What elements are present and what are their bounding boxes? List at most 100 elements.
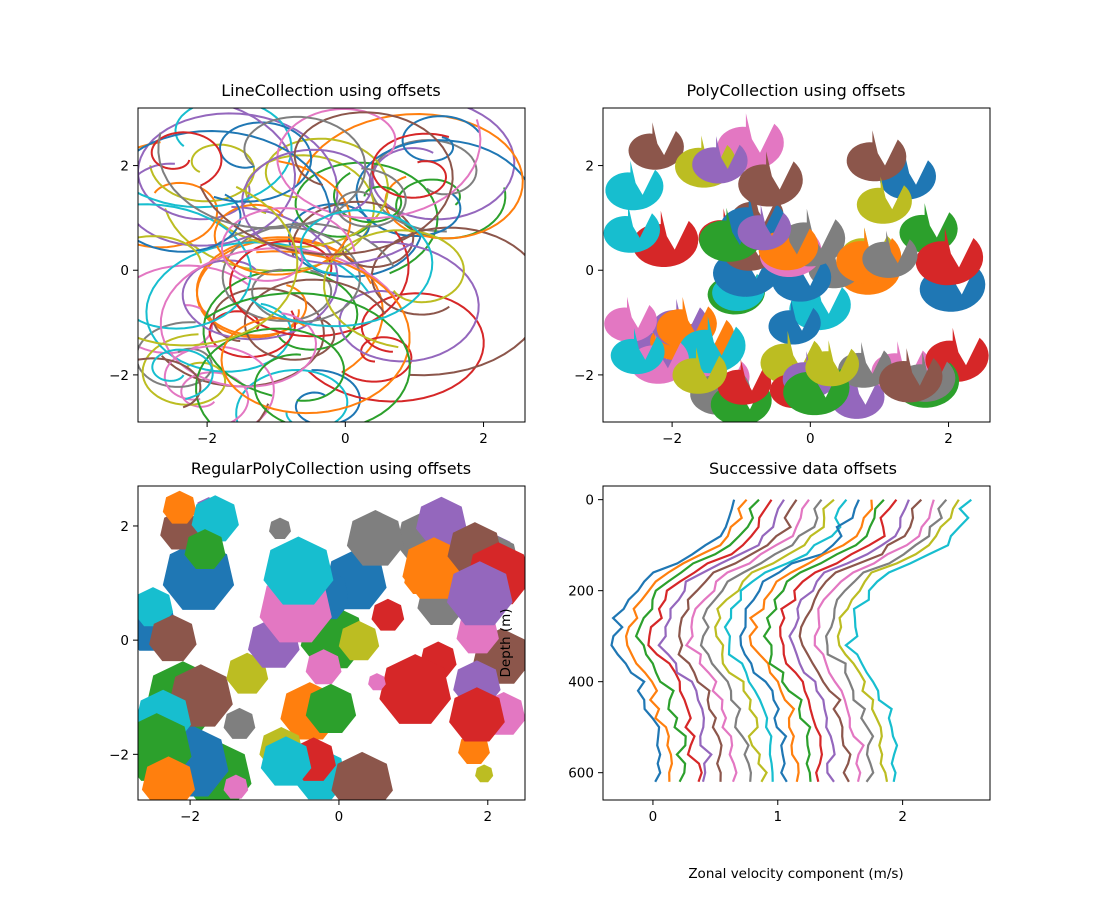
spiral-curve: [249, 209, 434, 328]
spiral-curve: [371, 132, 450, 199]
heptagon-shape: [447, 561, 513, 626]
heptagon-shape: [305, 649, 342, 685]
y-axis-label: Depth (m): [498, 608, 514, 677]
poly-shape: [862, 230, 918, 278]
poly-shape: [717, 358, 772, 405]
spiral-curve: [138, 357, 270, 422]
poly-shape: [831, 373, 885, 419]
velocity-profile-line: [788, 499, 910, 783]
poly-shape: [879, 348, 943, 403]
poly-shape: [880, 151, 936, 200]
poly-collection-shapes: [603, 113, 989, 422]
poly-shape: [789, 277, 851, 331]
spiral-curve: [151, 348, 214, 401]
heptagon-shape: [141, 756, 195, 800]
axes-frame: [602, 107, 991, 423]
poly-shape: [738, 151, 803, 207]
y-tick-label: 0: [585, 493, 594, 509]
y-tick-label: 2: [585, 159, 594, 175]
heptagon-shape: [379, 654, 451, 724]
poly-shape: [805, 340, 859, 387]
spiral-curve: [149, 143, 256, 203]
spiral-curve: [138, 141, 219, 249]
poly-shape: [783, 358, 850, 416]
heptagon-shape: [138, 587, 174, 627]
heptagon-shape: [184, 529, 226, 569]
velocity-profile-line: [739, 499, 860, 783]
axes-frame: [602, 485, 991, 801]
velocity-profile-line: [762, 498, 885, 782]
x-tick-label: 0: [341, 431, 350, 447]
x-tick-label: −2: [662, 431, 682, 447]
spiral-curve: [181, 205, 339, 341]
axes-ticks: 0 1 2 0 200 400 600: [568, 493, 907, 825]
spiral-curve: [294, 369, 362, 422]
line-collection-curves: [138, 108, 525, 422]
velocity-profile-line: [634, 498, 760, 783]
axes-frame: [137, 485, 526, 801]
x-axis-label: Zonal velocity component (m/s): [688, 866, 903, 882]
x-tick-label: 2: [898, 809, 907, 825]
axes-poly-collection: −2 0 2 −2 0 2 PolyCollection using offsets: [574, 81, 991, 447]
spiral-curve: [138, 108, 293, 209]
velocity-profile-line: [813, 499, 935, 783]
x-tick-label: 2: [483, 809, 492, 825]
spiral-curve: [276, 108, 482, 220]
poly-shape: [699, 207, 763, 262]
poly-shape: [672, 347, 727, 394]
spiral-curve: [150, 131, 223, 187]
poly-shape: [610, 328, 665, 375]
velocity-profile-line: [836, 499, 960, 783]
spiral-curve: [213, 121, 313, 203]
spiral-curve: [157, 115, 367, 230]
y-tick-label: −2: [109, 368, 129, 384]
velocity-profile-line: [844, 498, 972, 783]
poly-shape: [915, 227, 984, 286]
heptagon-shape: [475, 764, 494, 783]
velocity-profile-line: [624, 498, 748, 782]
spiral-curve: [368, 139, 478, 233]
velocity-profile-line: [824, 498, 948, 783]
x-tick-label: −2: [180, 809, 200, 825]
x-tick-label: −2: [197, 431, 217, 447]
heptagon-shape: [368, 673, 386, 691]
axes-ticks: −2 0 2 −2 0 2: [109, 159, 488, 447]
heptagon-shape: [331, 751, 393, 800]
spiral-curve: [138, 321, 213, 388]
velocity-profile-line: [779, 499, 898, 783]
poly-shape: [856, 176, 912, 224]
poly-shape: [692, 136, 748, 184]
spiral-curve: [229, 229, 410, 338]
heptagon-shape: [223, 707, 256, 739]
spiral-curve: [138, 185, 299, 347]
y-tick-label: −2: [109, 747, 129, 763]
y-tick-label: 2: [120, 159, 129, 175]
spiral-curve: [211, 225, 361, 323]
x-tick-label: 0: [806, 431, 815, 447]
spiral-curve: [307, 292, 485, 403]
heptagon-shape: [338, 620, 380, 661]
poly-shape: [925, 327, 989, 382]
x-tick-label: 0: [649, 809, 658, 825]
y-tick-label: 0: [585, 263, 594, 279]
y-tick-label: 2: [120, 519, 129, 535]
velocity-profile-line: [798, 498, 923, 783]
velocity-profile-line: [677, 499, 798, 782]
heptagon-shape: [449, 687, 505, 742]
axes-title: PolyCollection using offsets: [687, 81, 906, 100]
velocity-profile-line: [748, 499, 874, 783]
spiral-curve: [235, 368, 349, 422]
spiral-curve: [199, 111, 454, 256]
poly-shape: [737, 204, 792, 251]
poly-shape: [628, 122, 684, 170]
poly-shape: [846, 130, 907, 182]
poly-shape: [632, 210, 699, 267]
poly-shape: [758, 219, 819, 271]
spiral-curve: [138, 203, 252, 330]
spiral-curve: [195, 327, 345, 422]
poly-shape: [772, 251, 832, 302]
axes-ticks: −2 0 2 −2 0 2: [574, 159, 953, 447]
spiral-curve: [371, 108, 516, 221]
spiral-curve: [401, 115, 480, 163]
